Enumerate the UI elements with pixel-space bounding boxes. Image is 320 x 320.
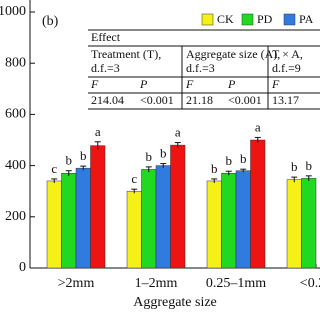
y-tick-label: 800 bbox=[5, 55, 26, 70]
y-tick-label: 600 bbox=[5, 107, 26, 122]
significance-letter: b bbox=[226, 153, 233, 168]
bar bbox=[170, 144, 186, 269]
table-stat: F bbox=[90, 77, 99, 91]
table-stat: F bbox=[271, 77, 280, 91]
table-header: Treatment (T), bbox=[91, 47, 161, 61]
significance-letter: b bbox=[146, 149, 153, 164]
legend-label: PD bbox=[257, 12, 273, 26]
bar bbox=[141, 169, 157, 269]
significance-letter: c bbox=[131, 171, 137, 186]
x-tick-label: >2mm bbox=[58, 276, 95, 291]
significance-letter: b bbox=[80, 148, 87, 163]
y-tick-label: 0 bbox=[19, 260, 26, 275]
significance-letter: b bbox=[211, 161, 218, 176]
legend-swatch bbox=[201, 13, 214, 26]
bar bbox=[90, 145, 106, 269]
table-header: d.f.=3 bbox=[186, 61, 215, 75]
significance-letter: a bbox=[95, 124, 101, 139]
legend-label: CK bbox=[217, 12, 234, 26]
table-value: <0.001 bbox=[140, 93, 174, 107]
x-tick-label: 0.25–1mm bbox=[206, 276, 266, 291]
bar bbox=[46, 180, 62, 269]
bar bbox=[235, 170, 251, 269]
bar bbox=[75, 167, 91, 269]
bar bbox=[221, 173, 237, 269]
table-value: 21.18 bbox=[186, 93, 213, 107]
table-header: d.f.=9 bbox=[272, 61, 301, 75]
y-tick-label: 400 bbox=[5, 158, 26, 173]
x-tick-label: <0.25 bbox=[300, 276, 320, 291]
significance-letter: b bbox=[66, 153, 73, 168]
significance-letter: a bbox=[255, 119, 261, 134]
table-value: 13.17 bbox=[272, 93, 299, 107]
y-tick-label: 200 bbox=[5, 209, 26, 224]
significance-letter: b bbox=[306, 158, 313, 173]
panel-label: (b) bbox=[42, 14, 59, 29]
bar bbox=[61, 173, 77, 269]
significance-letter: b bbox=[291, 159, 298, 174]
bar bbox=[250, 139, 266, 269]
x-tick-label: 1–2mm bbox=[135, 276, 178, 291]
legend-label: PA bbox=[299, 12, 314, 26]
significance-letter: b bbox=[240, 151, 247, 166]
table-value: <0.001 bbox=[228, 93, 262, 107]
bar bbox=[206, 180, 222, 269]
table-header: T × A, bbox=[272, 47, 303, 61]
significance-letter: a bbox=[175, 125, 181, 140]
legend-swatch bbox=[283, 13, 296, 26]
table-stat: P bbox=[227, 77, 236, 91]
table-stat: P bbox=[139, 77, 148, 91]
table-stat: F bbox=[185, 77, 194, 91]
bar bbox=[155, 165, 171, 269]
table-header: d.f.=3 bbox=[91, 61, 120, 75]
significance-letter: c bbox=[51, 161, 57, 176]
table-title: Effect bbox=[91, 30, 121, 44]
bar bbox=[126, 190, 142, 269]
table-value: 214.04 bbox=[91, 93, 124, 107]
bar bbox=[286, 179, 302, 269]
bar bbox=[301, 178, 317, 269]
significance-letter: b bbox=[160, 146, 167, 161]
table-header: Aggregate size (A), bbox=[186, 47, 280, 61]
y-tick-label: 1000 bbox=[0, 4, 26, 19]
x-axis-title: Aggregate size bbox=[133, 295, 217, 310]
legend-swatch bbox=[241, 13, 254, 26]
